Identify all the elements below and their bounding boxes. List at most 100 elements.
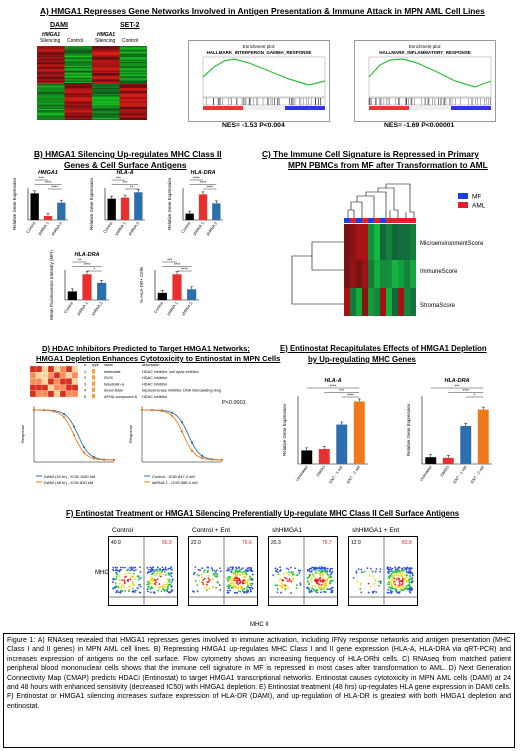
cmap-cell-2-2: tubastatin-a <box>104 382 125 386</box>
e-hlaa-sig-2: **** <box>347 392 354 397</box>
b-hmga1-sig-0: *** <box>39 175 44 180</box>
col-hmga1-1: HMGA1 <box>42 32 61 38</box>
flow-right-0: 56.9 <box>162 540 172 546</box>
cmap-header-2: name <box>104 364 113 367</box>
doseRight-curve-1 <box>141 409 223 461</box>
flow-title-1: Control + Ent <box>192 527 231 534</box>
b-pct-sig-0: *** <box>167 257 172 262</box>
b-hladra-ylabel: Relative Gene Expression <box>167 177 172 230</box>
doseRight-legend-0: Control - IC50 847.4 nM <box>152 474 195 479</box>
e-hladra-tick-1: DMSO <box>439 465 450 478</box>
col-annotation-4 <box>368 218 374 223</box>
b-hmga1-bar-2 <box>57 202 66 220</box>
b-hladra-sig-1: **** <box>200 180 207 185</box>
col-annotation-1 <box>350 218 356 223</box>
b-hmga1-tick-0: Control <box>25 221 37 235</box>
b-hlaa-tick-1: shRNA 1 <box>114 220 128 236</box>
col-annotation-5 <box>374 218 380 223</box>
heat-cell-2-5 <box>374 288 380 316</box>
flow-plot-2: 20.3 75.7 <box>268 536 338 606</box>
cmap-cell-3-0: 4 <box>84 389 86 393</box>
b-pct-tick-0: Control <box>153 301 165 315</box>
b-mfi-ylabel: Mean Fluorescence Intensity (MFI) <box>49 250 54 320</box>
row-label-immune: ImmuneScore <box>420 269 458 275</box>
e-hlaa-tick-2: ENT - 1 nM <box>328 465 344 485</box>
e-hlaa-sig-0: **** <box>330 383 337 388</box>
col-annotation-11 <box>410 218 416 223</box>
b-hlaa-sig-0: *** <box>116 175 121 180</box>
doseRight-legend-1: shRNA 1 - IC50 586.3 nM <box>152 480 198 485</box>
b-pct-bar-2 <box>187 289 197 300</box>
b-mfi-bar-1 <box>82 274 92 300</box>
b-pct-sig-1: **** <box>174 262 181 267</box>
heat-cell-1-8 <box>392 260 398 288</box>
b-hmga1-tick-2: shRNA 2 <box>50 220 64 236</box>
b-mfi-tick-0: Control <box>63 301 75 315</box>
panel-c-title-1: C) The Immune Cell Signature is Represse… <box>262 149 479 159</box>
panel-e-charts: HLA-A Relative Gene Expression Untreated DM… <box>282 378 492 484</box>
panel-a-title: A) HMGA1 Represses Gene Networks Involve… <box>40 6 485 16</box>
row-label-microenvironment: MicroenvironmentScore <box>420 241 484 247</box>
heat-cell-0-11 <box>410 224 416 260</box>
gsea-plot-inflammatory: Enrichment plot: HALLMARK_INFLAMMATORY_R… <box>354 40 496 122</box>
cmap-cell-1-3: HDAC inhibitor <box>142 376 168 380</box>
flow-plot-0: 40.9 56.9 <box>108 536 178 606</box>
b-hlaa-bar-2 <box>134 192 143 220</box>
nes2-label: NES= -1.69 P<0.00001 <box>384 122 455 129</box>
panel-c-heatmap: MF AML MicroenvironmentScore ImmuneScore… <box>291 183 486 316</box>
e-hladra-bar-3 <box>477 409 489 464</box>
e-hladra-ylabel: Relative Gene Expression <box>406 403 411 456</box>
col-annotation-3 <box>362 218 368 223</box>
panel-f-title: F) Entinostat Treatment or HMGA1 Silenci… <box>66 509 460 518</box>
b-mfi-tick-1: shRNA 1 <box>76 300 90 316</box>
gsea2-title: Enrichment plot: <box>409 44 442 49</box>
b-hlaa-sig-2: ** <box>130 184 134 189</box>
col-annotation-2 <box>356 218 362 223</box>
flow-right-1: 76.6 <box>242 540 252 546</box>
gsea1-subtitle: HALLMARK_INTERFERON_GAMMA_RESPONSE <box>207 50 312 55</box>
b-hladra-sig-0: **** <box>193 175 200 180</box>
flow-title-2: shHMGA1 <box>272 527 302 534</box>
cmap-cell-0-2: entinostat <box>104 370 121 374</box>
heat-cell-1-3 <box>362 260 368 288</box>
b-mfi-bar-2 <box>97 282 107 300</box>
cmap-cell-1-2: ISOX <box>104 376 114 380</box>
e-hladra-sig-1: **** <box>462 388 469 393</box>
col-annotation-0 <box>344 218 350 223</box>
b-hlaa-label: HLA-A <box>116 170 133 176</box>
e-hladra-sig-0: *** <box>455 383 460 388</box>
gsea1-title: Enrichment plot: <box>243 44 276 49</box>
heat-cell-0-2 <box>356 224 362 260</box>
b-hladra-bar-2 <box>212 203 221 220</box>
e-hlaa-label: HLA-A <box>324 378 341 384</box>
e-hlaa-bar-2 <box>336 424 348 464</box>
cmap-cell-1-0: 2 <box>84 376 86 380</box>
heat-cell-2-11 <box>410 288 416 316</box>
b-hladra-bar-1 <box>198 194 208 220</box>
panel-d-title-1: D) HDAC Inhibitors Predicted to Target H… <box>42 344 250 353</box>
set2-label: SET-2 <box>120 22 140 29</box>
heat-cell-2-8 <box>392 288 398 316</box>
b-pct-tick-1: shRNA 1 <box>166 300 180 316</box>
heat-cell-0-7 <box>386 224 392 260</box>
b-hmga1-sig-2: **** <box>51 184 58 189</box>
heat-cell-2-6 <box>380 288 386 316</box>
heat-cell-1-6 <box>380 260 386 288</box>
e-hladra-tick-2: ENT - 1 nM <box>452 465 468 485</box>
flow-left-2: 20.3 <box>271 540 281 546</box>
heat-cell-2-1 <box>350 288 356 316</box>
b-hmga1-bar-1 <box>43 216 53 220</box>
e-hlaa-chart: HLA-A Relative Gene Expression Untreated DM… <box>282 378 368 484</box>
e-hladra-chart: HLA-DRA Relative Gene Expression Untreated… <box>406 378 492 484</box>
b-hmga1-label: HMGA1 <box>38 170 58 176</box>
heat-cell-1-0 <box>344 260 350 288</box>
panel-e-title-1: E) Entinostat Recapitulates Effects of H… <box>280 344 487 353</box>
heat-cell-1-9 <box>398 260 404 288</box>
e-hladra-bar-1 <box>442 457 454 464</box>
b-hladra-tick-0: Control <box>180 221 192 235</box>
cmap-header-1: type <box>92 364 99 367</box>
heat-cell-1-4 <box>368 260 374 288</box>
